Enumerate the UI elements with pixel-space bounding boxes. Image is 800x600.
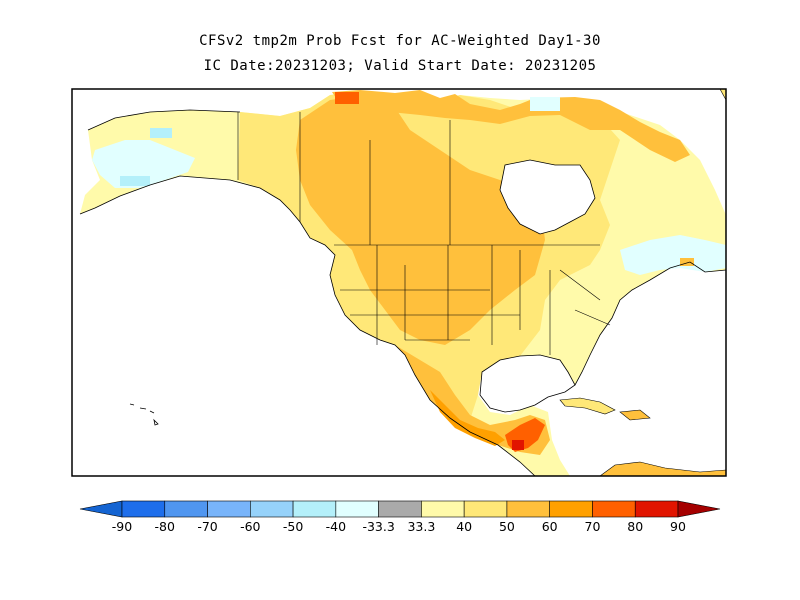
nova-scotia-warm (680, 258, 694, 266)
hispaniola (619, 409, 651, 421)
colorbar-tick-label: 70 (585, 519, 601, 534)
colorbar-tick-label: 60 (542, 519, 558, 534)
political-boundaries (237, 112, 611, 355)
colorbar-segment (164, 500, 208, 518)
colorbar-segment (506, 500, 550, 518)
colorbar-segment (292, 500, 337, 518)
colorbar-segment (378, 500, 422, 518)
colorbar-tick-label: -33.3 (362, 519, 394, 534)
colorbar-segment (250, 500, 294, 518)
colorbar-tick-label: 33.3 (407, 519, 435, 534)
map-frame (71, 88, 727, 477)
chart-title-line2: IC Date:20231203; Valid Start Date: 2023… (203, 58, 597, 74)
map-content (79, 89, 726, 476)
arctic-warm-patch (335, 92, 359, 104)
baffin-cool-patch (530, 97, 560, 111)
hudson-bay (499, 159, 596, 235)
mexico-warm-70 (430, 390, 505, 446)
alaska-cool-patch (150, 128, 172, 138)
colorbar-segment (335, 500, 379, 518)
colorbar-tick-label: -90 (112, 519, 132, 534)
colorbar-segment (121, 500, 166, 518)
colorbar-tick-label: 80 (627, 519, 643, 534)
colorbar-tick-label: 50 (499, 519, 515, 534)
greenland (719, 89, 726, 101)
coastline (79, 109, 726, 476)
colorbar-tick-label: -40 (326, 519, 346, 534)
colorbar-segment (592, 500, 636, 518)
colorbar-segment (634, 500, 679, 518)
colorbar-tick-label: -60 (240, 519, 260, 534)
arctic-islands-warm (332, 90, 690, 162)
central-america-warm-90 (512, 440, 524, 450)
warm-area-60 (296, 96, 545, 345)
south-america-tip (599, 461, 726, 476)
colorbar-tick-label: 40 (456, 519, 472, 534)
colorbar-tick-label: -70 (197, 519, 217, 534)
colorbar: -90 -80 -70 -60 -50 -40 -33.3 33.3 40 50 60 70 80 90 (79, 500, 721, 534)
cuba (559, 397, 616, 415)
chart-title-line1: CFSv2 tmp2m Prob Fcst for AC-Weighted Da… (199, 33, 601, 49)
colorbar-segment (549, 500, 593, 518)
colorbar-tick-label: -80 (155, 519, 175, 534)
hawaii-islands (129, 403, 159, 426)
alaska-cool-area (92, 140, 195, 188)
colorbar-segment (677, 500, 721, 518)
colorbar-tick-label: 90 (670, 519, 686, 534)
atlantic-canada-cool (620, 235, 726, 275)
colorbar-tick-label: -50 (283, 519, 303, 534)
colorbar-segment (79, 500, 123, 518)
colorbar-segment (207, 500, 251, 518)
mexico-warm-60 (395, 345, 550, 455)
colorbar-segment (421, 500, 465, 518)
colorbar-segment (463, 500, 508, 518)
alaska-cool-patch-2 (120, 176, 150, 186)
gulf-of-mexico (479, 354, 576, 413)
